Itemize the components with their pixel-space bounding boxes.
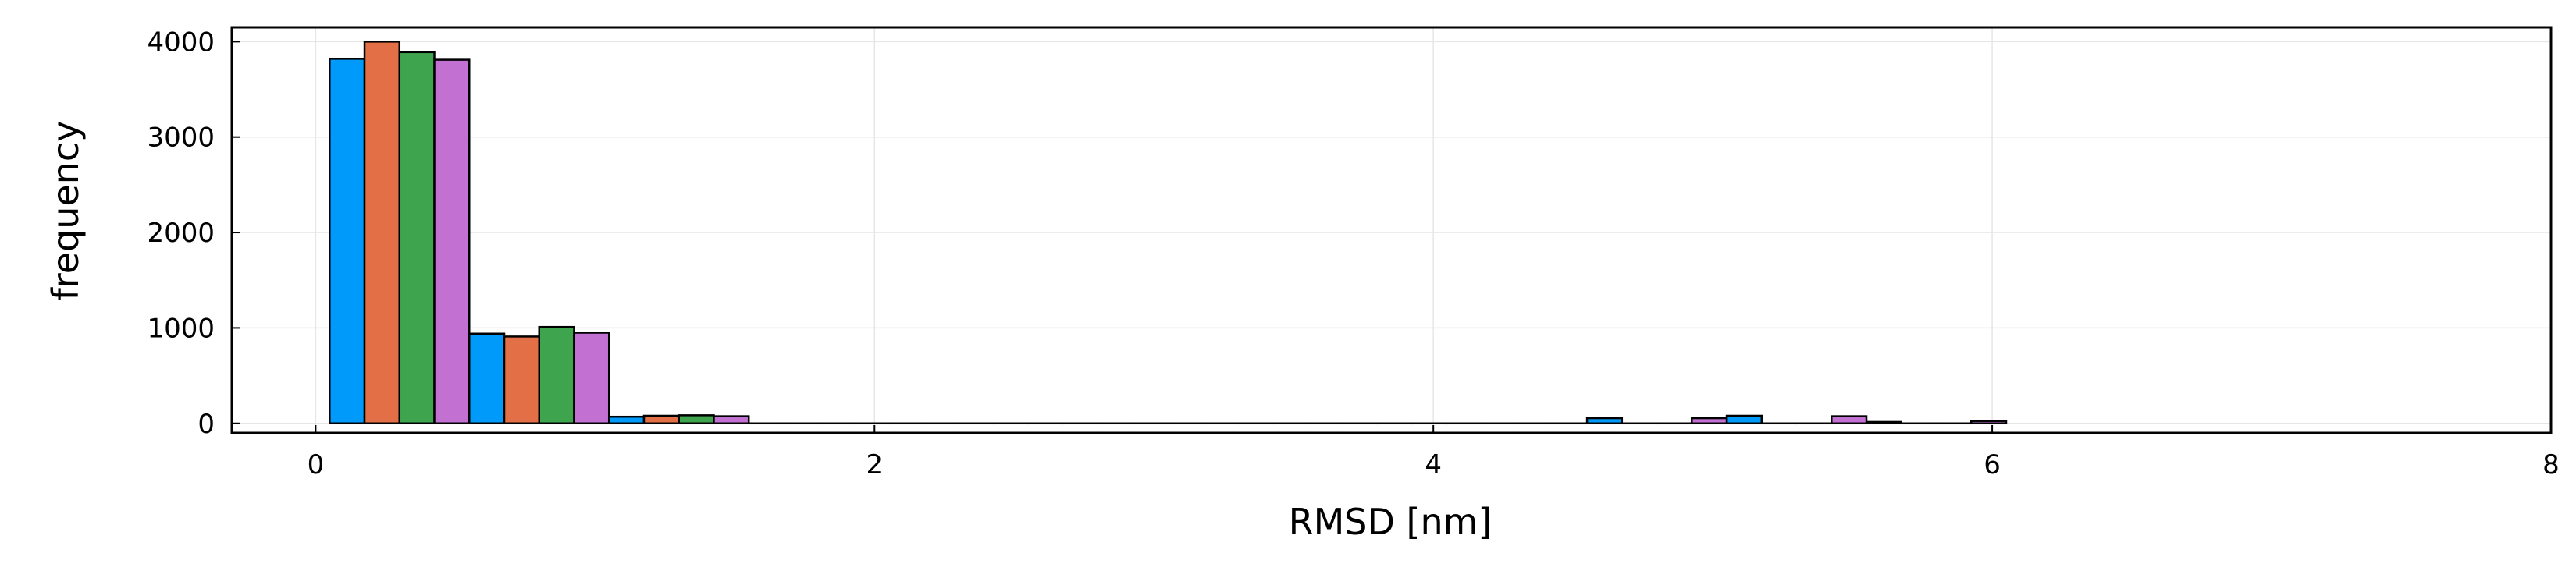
histogram-bar bbox=[1865, 420, 1903, 425]
x-tick-label: 2 bbox=[866, 449, 883, 480]
y-tick-label: 1000 bbox=[147, 313, 215, 344]
y-tick-label: 2000 bbox=[147, 218, 215, 249]
histogram-bar bbox=[503, 335, 540, 425]
x-tick-label: 4 bbox=[1425, 449, 1442, 480]
y-axis-ticks: 0 1000 2000 3000 4000 bbox=[147, 27, 240, 440]
histogram-bar bbox=[1831, 415, 1868, 425]
histogram-bar bbox=[538, 325, 575, 425]
histogram-bar bbox=[713, 415, 750, 425]
histogram-bar bbox=[1970, 420, 2008, 425]
histogram-bar bbox=[1725, 414, 1763, 425]
histogram-bar bbox=[363, 41, 401, 425]
histogram-bar bbox=[678, 414, 715, 425]
plot-frame bbox=[230, 26, 2553, 434]
y-tick-label: 0 bbox=[197, 409, 215, 440]
x-tick-label: 0 bbox=[308, 449, 325, 480]
y-axis-label: frequency bbox=[44, 121, 87, 301]
histogram-bar bbox=[398, 51, 436, 425]
histogram-bar bbox=[1585, 417, 1624, 425]
histogram-bar bbox=[329, 58, 366, 425]
x-axis-label: RMSD [nm] bbox=[1289, 501, 1493, 543]
histogram-bar bbox=[433, 58, 471, 425]
histogram-bar bbox=[468, 332, 506, 425]
x-tick-label: 8 bbox=[2542, 449, 2560, 480]
histogram-bar bbox=[573, 332, 610, 425]
x-axis-ticks: 0 2 4 6 8 bbox=[308, 425, 2560, 480]
x-tick-label: 6 bbox=[1984, 449, 2001, 480]
histogram-bar bbox=[642, 414, 680, 425]
y-tick-label: 3000 bbox=[147, 122, 215, 154]
histogram-bar bbox=[1691, 417, 1728, 425]
histogram-bar bbox=[607, 415, 646, 425]
y-tick-label: 4000 bbox=[147, 27, 215, 58]
bars-group bbox=[329, 41, 2008, 425]
